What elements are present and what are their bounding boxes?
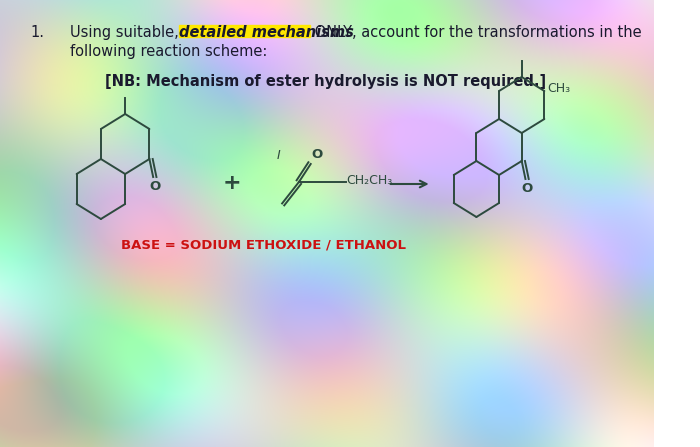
Text: [NB: Mechanism of ester hydrolysis is NOT required.]: [NB: Mechanism of ester hydrolysis is NO… <box>104 74 546 89</box>
Text: following reaction scheme:: following reaction scheme: <box>70 44 267 59</box>
Text: 1.: 1. <box>31 25 45 40</box>
Text: detailed mechanisms: detailed mechanisms <box>179 25 354 40</box>
Text: I: I <box>276 149 280 162</box>
Text: CH₃: CH₃ <box>547 83 570 96</box>
Text: BASE = SODIUM ETHOXIDE / ETHANOL: BASE = SODIUM ETHOXIDE / ETHANOL <box>121 239 407 252</box>
Text: O: O <box>312 148 323 161</box>
Bar <box>178 25 310 38</box>
Text: +: + <box>223 173 241 193</box>
Text: Using suitable,: Using suitable, <box>70 25 183 40</box>
Text: O: O <box>149 180 161 193</box>
Text: CH₂CH₃: CH₂CH₃ <box>346 174 393 187</box>
Text: ONLY, account for the transformations in the: ONLY, account for the transformations in… <box>310 25 641 40</box>
Text: O: O <box>522 182 533 195</box>
